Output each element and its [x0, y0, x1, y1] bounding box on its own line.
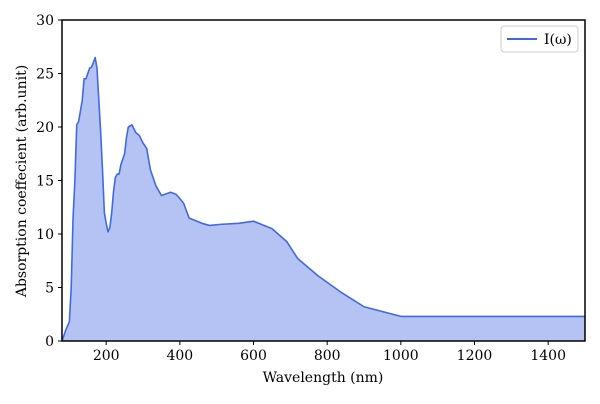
y-tick-label: 20 — [36, 120, 54, 136]
y-tick-label: 30 — [36, 13, 54, 29]
x-tick-label: 1200 — [457, 348, 493, 364]
series-line — [61, 56, 585, 342]
y-tick-label: 25 — [36, 67, 54, 83]
y-tick-label: 15 — [36, 174, 54, 190]
legend-label: I(ω) — [544, 32, 572, 48]
y-tick-label: 5 — [45, 281, 54, 297]
axes: 200 400 600 800 1000 1200 1400 0 5 10 15 20 25 30 — [36, 13, 586, 364]
x-axis-label: Wavelength (nm) — [263, 370, 384, 386]
y-tick-label: 10 — [36, 227, 54, 243]
x-tick-label: 200 — [93, 348, 120, 364]
x-tick-label: 800 — [314, 348, 341, 364]
x-tick-label: 1000 — [383, 348, 419, 364]
legend: I(ω) — [500, 25, 579, 53]
x-tick-label: 600 — [240, 348, 267, 364]
x-tick-label: 1400 — [530, 348, 566, 364]
series-area-fill — [62, 57, 585, 341]
y-tick-label: 0 — [45, 334, 54, 350]
x-tick-label: 400 — [166, 348, 193, 364]
legend-frame — [500, 25, 579, 53]
y-axis-label: Absorption coeffecient (arb.unit) — [14, 65, 30, 298]
plot-area — [61, 56, 585, 342]
